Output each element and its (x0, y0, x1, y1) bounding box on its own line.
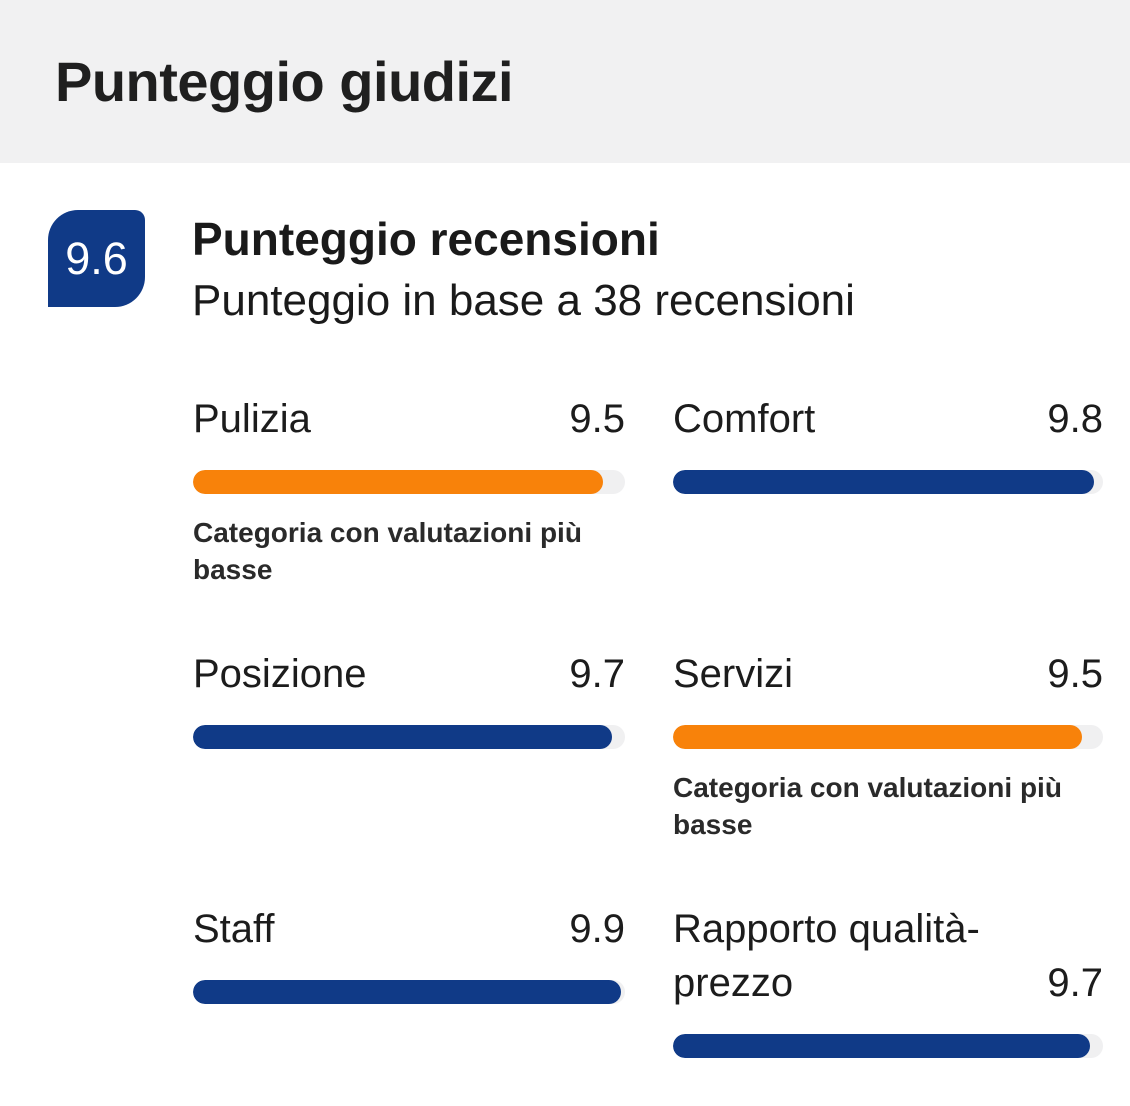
category-label-row: Rapporto qualità-prezzo 9.7 (673, 902, 1103, 1010)
category-label: Comfort (673, 397, 816, 442)
category-label: Pulizia (193, 397, 311, 442)
category-label: Servizi (673, 652, 794, 697)
lowest-category-note: Categoria con valutazioni più basse (673, 772, 1062, 841)
summary-title: Punteggio recensioni (192, 213, 660, 265)
category-score-cell: Staff 9.9 (193, 902, 625, 1005)
score-bar-fill (193, 980, 621, 1005)
category-label: Staff (193, 907, 275, 952)
summary-text: Punteggio recensioni Punteggio in base a… (192, 210, 855, 329)
review-scores-panel: Punteggio giudizi 9.6 Punteggio recensio… (0, 0, 1130, 1059)
section-header: Punteggio giudizi (0, 0, 1130, 163)
score-bar-track (673, 725, 1103, 750)
category-score-cell: Posizione 9.7 (193, 647, 625, 902)
score-bar-track (193, 980, 625, 1005)
score-bar-track (193, 725, 625, 750)
category-label-row: Comfort 9.8 (673, 392, 1103, 446)
category-label-row: Staff 9.9 (193, 902, 625, 956)
category-label-row: Posizione 9.7 (193, 647, 625, 701)
score-bar-fill (193, 470, 604, 495)
category-score: 9.8 (1047, 397, 1103, 442)
score-bar-fill (673, 725, 1082, 750)
category-score-cell: Servizi 9.5 Categoria con valutazioni pi… (673, 647, 1103, 902)
category-score: 9.5 (1047, 652, 1103, 697)
category-label-row: Pulizia 9.5 (193, 392, 625, 446)
category-scores-grid: Pulizia 9.5 Categoria con valutazioni pi… (193, 392, 1130, 1059)
lowest-category-note: Categoria con valutazioni più basse (193, 517, 582, 586)
score-bar-fill (673, 470, 1095, 495)
score-bar-track (193, 470, 625, 495)
category-score: 9.9 (569, 907, 625, 952)
category-score-cell: Comfort 9.8 (673, 392, 1103, 647)
category-label: Posizione (193, 652, 367, 697)
category-score: 9.7 (1047, 961, 1103, 1006)
category-score: 9.5 (569, 397, 625, 442)
category-label-row: Servizi 9.5 (673, 647, 1103, 701)
review-summary: 9.6 Punteggio recensioni Punteggio in ba… (0, 163, 1130, 329)
page-title: Punteggio giudizi (55, 50, 514, 113)
summary-subtitle: Punteggio in base a 38 recensioni (192, 276, 855, 326)
score-bar-track (673, 470, 1103, 495)
score-bar-track (673, 1034, 1103, 1059)
category-label: Rapporto qualità-prezzo (673, 907, 980, 1006)
category-score: 9.7 (569, 652, 625, 697)
score-bar-fill (673, 1034, 1091, 1059)
category-score-cell: Pulizia 9.5 Categoria con valutazioni pi… (193, 392, 625, 647)
category-score-cell: Rapporto qualità-prezzo 9.7 (673, 902, 1103, 1059)
score-bar-fill (193, 725, 613, 750)
overall-score-badge: 9.6 (48, 210, 145, 307)
